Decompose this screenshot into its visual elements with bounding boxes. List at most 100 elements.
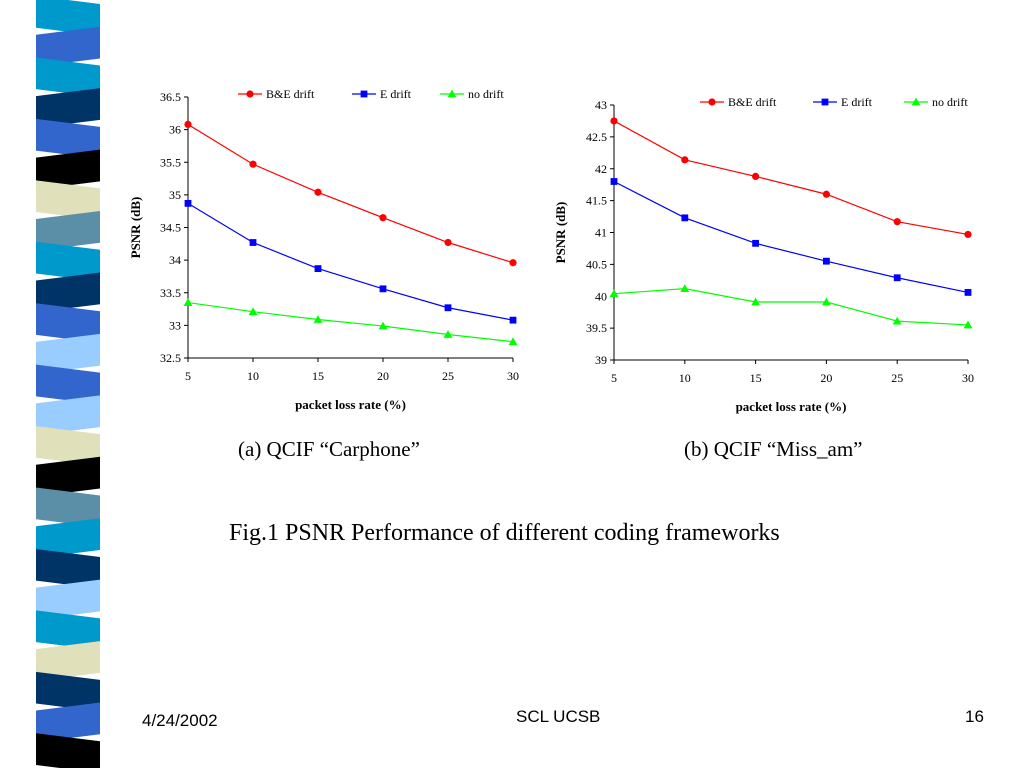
legend-label: B&E drift — [728, 95, 777, 109]
legend-label: B&E drift — [266, 87, 315, 101]
data-point — [508, 337, 518, 346]
x-tick-label: 30 — [962, 371, 974, 385]
y-tick-label: 39.5 — [586, 321, 607, 335]
y-axis-label: PSNR (dB) — [553, 202, 568, 264]
y-tick-label: 36 — [169, 123, 181, 137]
data-point — [379, 214, 387, 222]
data-point — [963, 320, 973, 329]
strip-band — [36, 118, 100, 159]
strip-band — [36, 211, 100, 251]
y-tick-label: 42.5 — [586, 130, 607, 144]
chart-caption-carphone: (a) QCIF “Carphone” — [238, 437, 420, 461]
y-tick-label: 39 — [595, 353, 607, 367]
data-point — [681, 214, 689, 222]
legend-marker — [911, 97, 921, 106]
psnr-chart-carphone: 32.5 33 33.5 34 34.5 35 35.5 36 36.5 5 10 15 20 25 30 p… — [128, 87, 519, 412]
legend-label: E drift — [841, 95, 873, 109]
strip-band — [36, 548, 100, 589]
series-line — [613, 287, 969, 326]
data-point — [893, 274, 901, 282]
y-axis-label: PSNR (dB) — [128, 197, 143, 259]
data-point — [751, 297, 760, 306]
data-point — [378, 321, 388, 330]
y-tick-label: 34.5 — [160, 221, 181, 235]
x-tick-label: 15 — [750, 371, 762, 385]
data-point — [752, 239, 759, 247]
strip-band — [36, 364, 100, 405]
data-point — [681, 156, 689, 164]
legend-marker — [246, 90, 254, 98]
data-point — [444, 304, 452, 312]
strip-band — [36, 456, 100, 497]
psnr-chart-miss-am: 39 39.5 40 40.5 41 41.5 42 42.5 43 5 10 15 20 25 30 pac… — [553, 95, 974, 414]
data-point — [893, 218, 901, 226]
data-point — [379, 285, 387, 293]
strip-band — [36, 671, 100, 712]
y-tick-label: 41 — [595, 226, 607, 240]
chart-caption-miss-am: (b) QCIF “Miss_am” — [684, 437, 863, 461]
data-point — [248, 307, 258, 316]
x-tick-label: 20 — [820, 371, 832, 385]
data-point — [610, 178, 618, 185]
x-axis-label: packet loss rate (%) — [295, 397, 406, 412]
y-tick-label: 34 — [169, 253, 181, 267]
data-point — [752, 172, 760, 180]
legend-marker — [447, 89, 457, 98]
x-tick-label: 30 — [507, 369, 519, 383]
data-point — [823, 257, 830, 265]
data-point — [892, 316, 902, 325]
strip-band — [36, 333, 100, 374]
y-tick-label: 35.5 — [160, 155, 181, 169]
data-point — [822, 297, 831, 306]
strip-band — [36, 733, 100, 768]
data-point — [444, 238, 452, 247]
strip-band — [36, 57, 100, 98]
strip-band — [36, 149, 100, 190]
x-tick-label: 20 — [377, 369, 389, 383]
strip-band — [36, 272, 100, 313]
legend-marker — [360, 90, 368, 98]
strip-gap — [100, 0, 118, 768]
legend-label: no drift — [468, 87, 504, 101]
y-tick-label: 41.5 — [586, 194, 607, 208]
data-point — [964, 289, 972, 296]
x-axis-label: packet loss rate (%) — [736, 399, 847, 414]
data-point — [183, 298, 193, 306]
y-tick-label: 42 — [595, 162, 607, 176]
strip-band — [36, 395, 100, 436]
series-line — [613, 120, 969, 236]
x-tick-label: 25 — [442, 369, 454, 383]
x-tick-label: 5 — [611, 371, 617, 385]
data-point — [680, 284, 690, 292]
strip-band — [36, 0, 100, 36]
strip-band — [36, 641, 100, 681]
strip-band — [36, 610, 100, 651]
legend-marker — [821, 98, 829, 106]
legend-label: E drift — [380, 87, 412, 101]
decorative-side-strip — [0, 0, 118, 768]
strip-margin — [0, 0, 36, 768]
data-point — [609, 289, 619, 298]
series-line — [187, 123, 514, 264]
strip-band — [36, 487, 100, 528]
series-line — [187, 202, 514, 321]
y-tick-label: 36.5 — [160, 90, 181, 104]
x-tick-label: 10 — [247, 369, 259, 383]
strip-band — [36, 26, 100, 67]
strip-band — [36, 180, 100, 221]
figure-title: Fig.1 PSNR Performance of different codi… — [229, 520, 780, 546]
data-point — [314, 188, 322, 196]
y-tick-label: 40 — [595, 289, 607, 303]
y-tick-label: 40.5 — [586, 257, 607, 271]
strip-band — [36, 88, 100, 128]
series-line — [613, 180, 969, 294]
footer-center-text: SCL UCSB — [516, 707, 601, 726]
data-point — [443, 330, 453, 338]
y-tick-label: 43 — [595, 98, 607, 112]
data-point — [249, 160, 257, 168]
x-tick-label: 5 — [185, 369, 191, 383]
strip-band — [36, 303, 100, 343]
x-tick-label: 15 — [312, 369, 324, 383]
y-tick-label: 33.5 — [160, 286, 181, 300]
data-point — [610, 117, 618, 125]
